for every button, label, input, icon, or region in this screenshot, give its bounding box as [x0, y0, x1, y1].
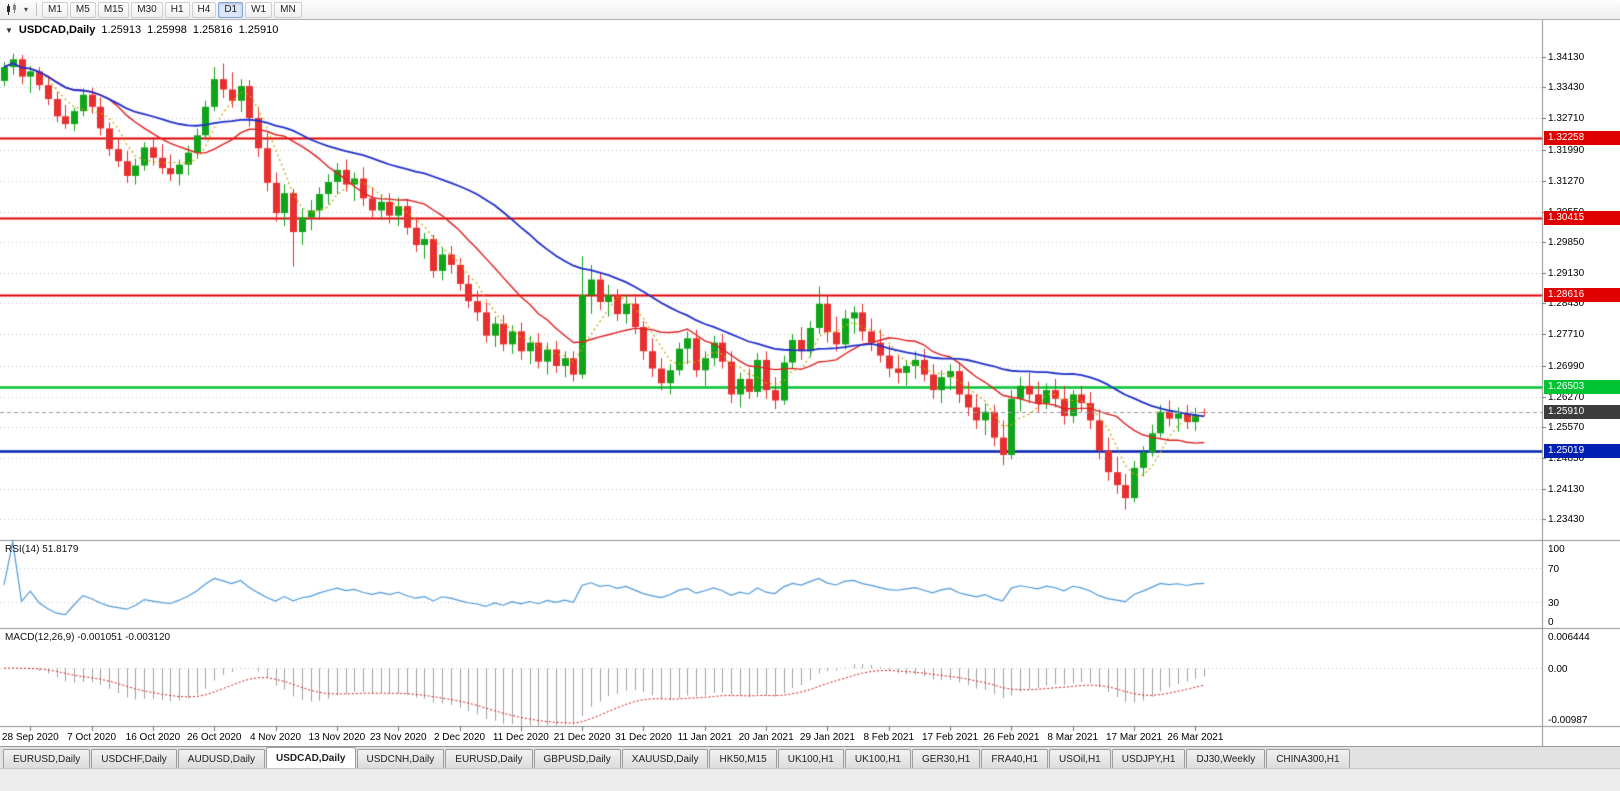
- timeframe-button-d1[interactable]: D1: [218, 1, 244, 18]
- chart-tab[interactable]: UK100,H1: [777, 749, 844, 768]
- chart-tab[interactable]: USDJPY,H1: [1111, 749, 1186, 768]
- open-value: 1.25913: [101, 24, 142, 36]
- low-value: 1.25816: [192, 24, 233, 36]
- chart-tab[interactable]: GER30,H1: [912, 749, 981, 768]
- chart-tab[interactable]: USOil,H1: [1049, 749, 1111, 768]
- timeframe-button-m1[interactable]: M1: [42, 1, 68, 18]
- chart-tab[interactable]: CHINA300,H1: [1266, 749, 1350, 768]
- chart-tab[interactable]: DJ30,Weekly: [1186, 749, 1266, 768]
- chart-type-icon[interactable]: [3, 2, 21, 17]
- macd-name: MACD(12,26,9): [5, 632, 75, 643]
- macd-indicator-label: MACD(12,26,9) -0.001051 -0.003120: [5, 632, 170, 643]
- chart-tab[interactable]: HK50,M15: [709, 749, 777, 768]
- chart-tab[interactable]: FRA40,H1: [981, 749, 1049, 768]
- chart-tab[interactable]: XAUUSD,Daily: [621, 749, 709, 768]
- timeframe-button-w1[interactable]: W1: [245, 1, 273, 18]
- ohlc-collapse-icon[interactable]: ▼: [5, 25, 13, 35]
- chart-tab[interactable]: USDCNH,Daily: [356, 749, 445, 768]
- macd-values: -0.001051 -0.003120: [77, 632, 171, 643]
- chart-tabs-bar: EURUSD,Daily USDCHF,Daily AUDUSD,Daily USDC…: [0, 746, 1620, 768]
- chart-tab[interactable]: UK100,H1: [844, 749, 911, 768]
- price-chart-canvas[interactable]: [0, 20, 1620, 746]
- status-bar: [0, 768, 1620, 791]
- timeframe-button-h4[interactable]: H4: [191, 1, 217, 18]
- timeframe-toolbar: ▾ M1 M5 M15 M30 H1 H4 D1 W1 MN: [0, 0, 1620, 20]
- symbol-period-label: USDCAD,Daily: [18, 24, 96, 36]
- rsi-value: 51.8179: [42, 544, 79, 555]
- chart-title: ▼ USDCAD,Daily 1.25913 1.25998 1.25816 1…: [5, 24, 278, 36]
- chart-tab[interactable]: USDCHF,Daily: [91, 749, 177, 768]
- high-value: 1.25998: [147, 24, 187, 36]
- chart-tab[interactable]: EURUSD,Daily: [3, 749, 91, 768]
- timeframe-buttons: M1 M5 M15 M30 H1 H4 D1 W1 MN: [42, 1, 302, 18]
- chart-tab[interactable]: EURUSD,Daily: [445, 749, 533, 768]
- toolbar-separator: [36, 3, 37, 16]
- chart-type-dropdown-icon[interactable]: ▾: [23, 5, 28, 14]
- chart-tab[interactable]: GBPUSD,Daily: [533, 749, 621, 768]
- candlestick-icon: [7, 3, 16, 15]
- timeframe-button-m5[interactable]: M5: [69, 1, 96, 18]
- timeframe-button-h1[interactable]: H1: [164, 1, 190, 18]
- chart-area[interactable]: 1.34130 1.33430 1.32710 1.31990 1.31270 1.305…: [0, 20, 1620, 746]
- close-value: 1.25910: [238, 24, 279, 36]
- timeframe-button-m15[interactable]: M15: [97, 1, 130, 18]
- chart-tab[interactable]: AUDUSD,Daily: [177, 749, 266, 768]
- timeframe-button-m30[interactable]: M30: [131, 1, 163, 18]
- rsi-name: RSI(14): [5, 544, 40, 555]
- rsi-indicator-label: RSI(14) 51.8179: [5, 544, 78, 555]
- timeframe-button-mn[interactable]: MN: [274, 1, 302, 18]
- chart-tab[interactable]: USDCAD,Daily: [266, 747, 356, 768]
